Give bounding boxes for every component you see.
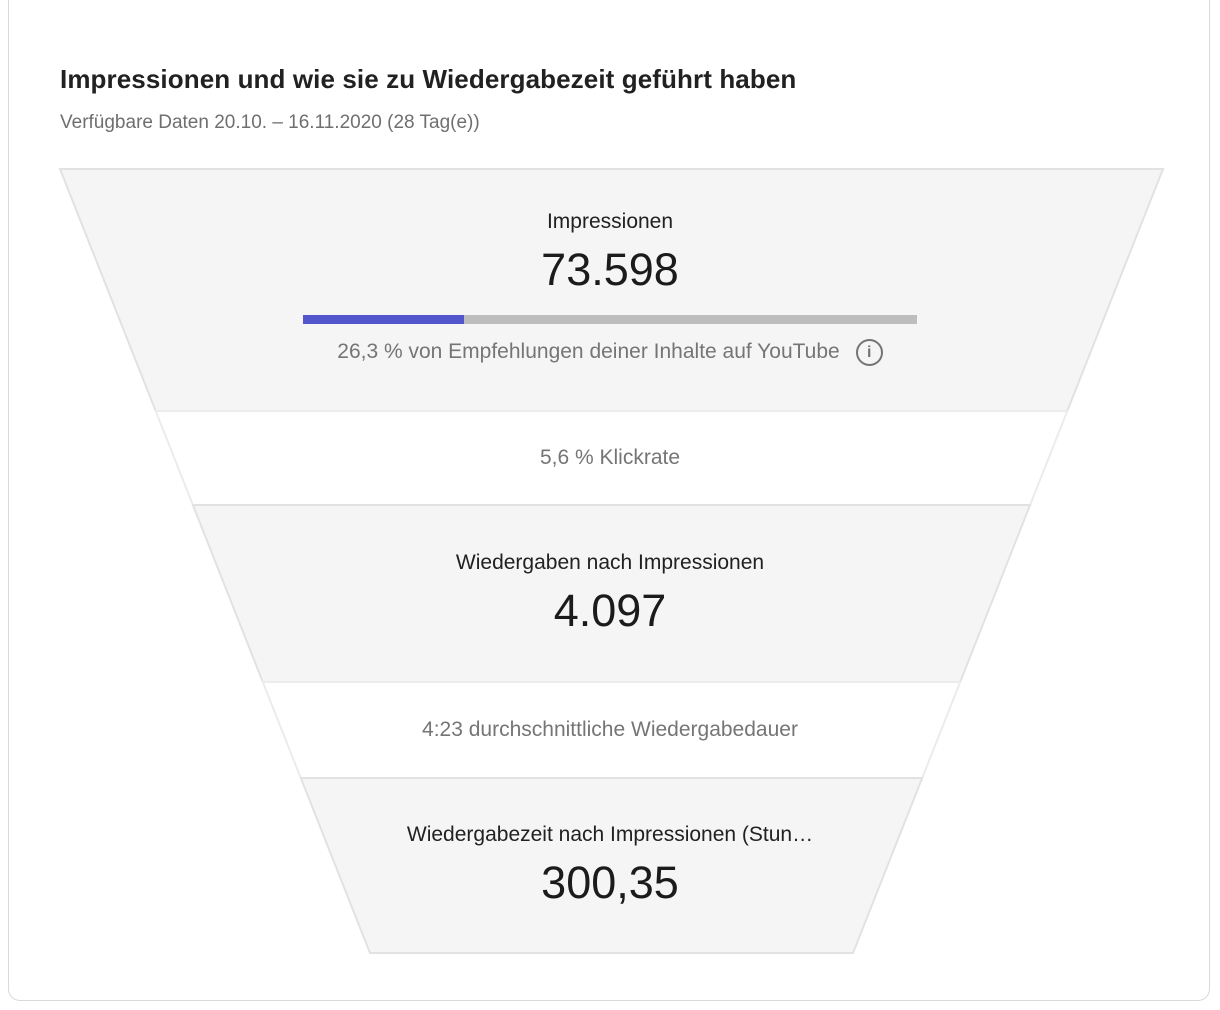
watchtime-label: Wiedergabezeit nach Impressionen (Stun… — [406, 822, 814, 846]
impressions-value: 73.598 — [541, 244, 679, 295]
duration-text: 4:23 durchschnittliche Wiedergabedauer — [422, 718, 798, 741]
funnel-stage-ctr: 5,6 % Klickrate — [0, 411, 1220, 505]
traffic-source-bar-fill — [303, 315, 465, 324]
watchtime-value: 300,35 — [541, 856, 679, 908]
traffic-source-bar-track — [303, 315, 917, 324]
page-title: Impressionen und wie sie zu Wiedergabeze… — [60, 64, 797, 94]
date-range-subtitle: Verfügbare Daten 20.10. – 16.11.2020 (28… — [60, 112, 480, 133]
traffic-source-caption-row: 26,3 % von Empfehlungen deiner Inhalte a… — [337, 338, 883, 366]
views-value: 4.097 — [553, 584, 667, 636]
funnel-stage-impressions: Impressionen 73.598 26,3 % von Empfehlun… — [0, 169, 1220, 405]
views-label: Wiedergaben nach Impressionen — [455, 550, 765, 574]
traffic-source-caption: 26,3 % von Empfehlungen deiner Inhalte a… — [337, 340, 840, 363]
funnel-stage-duration: 4:23 durchschnittliche Wiedergabedauer — [0, 682, 1220, 778]
ctr-text: 5,6 % Klickrate — [539, 446, 681, 469]
info-icon[interactable]: i — [855, 338, 883, 366]
funnel-stage-views: Wiedergaben nach Impressionen 4.097 — [0, 505, 1220, 682]
funnel-stage-watchtime: Wiedergabezeit nach Impressionen (Stun… … — [0, 778, 1220, 953]
card-header: Impressionen und wie sie zu Wiedergabeze… — [60, 64, 796, 134]
funnel-stage-watchtime-shape — [299, 777, 924, 954]
impressions-label: Impressionen — [546, 210, 674, 233]
